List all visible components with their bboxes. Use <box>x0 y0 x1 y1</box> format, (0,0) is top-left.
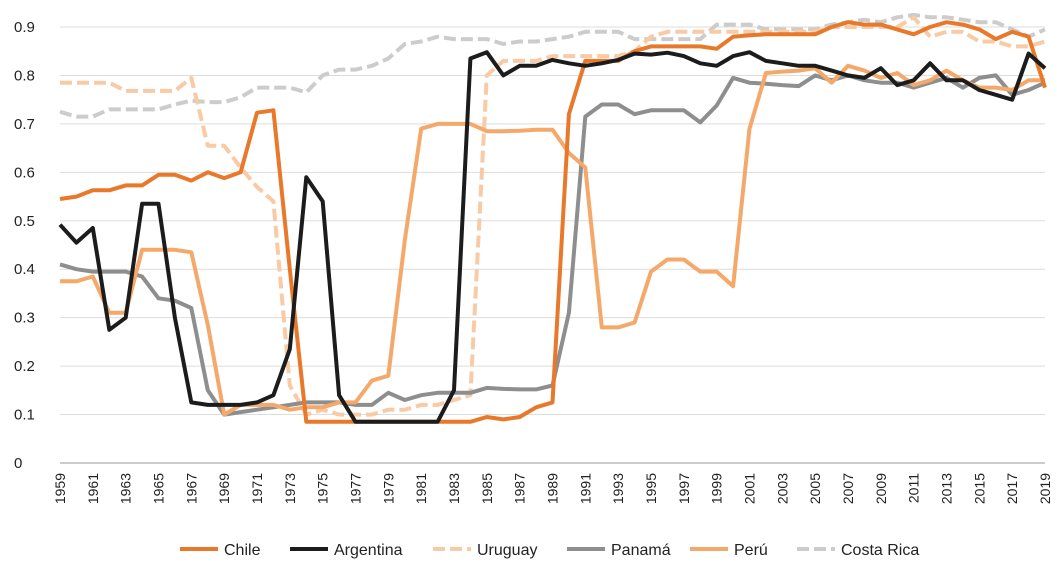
x-tick-label: 2009 <box>873 473 889 504</box>
x-tick-label: 1989 <box>545 473 561 504</box>
legend-item: Perú <box>690 542 768 559</box>
x-tick-label: 1987 <box>512 473 528 504</box>
series-line-costa-rica <box>59 12 1046 119</box>
x-tick-label: 2017 <box>1004 473 1020 504</box>
x-tick-label: 2003 <box>774 473 790 504</box>
x-tick-label: 1983 <box>446 473 462 504</box>
x-tick-label: 1973 <box>282 473 298 504</box>
legend-item: Argentina <box>290 542 403 559</box>
legend-label: Uruguay <box>477 542 537 559</box>
y-tick-label: 0.6 <box>14 164 35 181</box>
legend-label: Chile <box>224 542 261 559</box>
x-tick-label: 1977 <box>348 473 364 504</box>
legend-label: Costa Rica <box>841 542 919 559</box>
series-lines <box>58 12 1047 424</box>
y-tick-label: 0.3 <box>14 310 35 327</box>
x-tick-label: 2019 <box>1037 473 1053 504</box>
x-tick-label: 2005 <box>807 473 823 504</box>
y-tick-label: 0.5 <box>14 213 35 230</box>
legend-item: Uruguay <box>433 542 537 559</box>
y-axis-ticks: 0 0.1 0.2 0.3 0.4 0.5 0.6 0.7 0.8 0.9 <box>14 19 35 472</box>
x-tick-label: 1961 <box>85 473 101 504</box>
series-line-panam <box>59 73 1046 417</box>
x-tick-label: 1991 <box>577 473 593 504</box>
x-tick-label: 1965 <box>151 473 167 504</box>
x-tick-label: 1967 <box>183 473 199 504</box>
y-tick-label: 0.8 <box>14 67 35 84</box>
series-line-per <box>60 63 1045 417</box>
x-tick-label: 2011 <box>906 473 922 503</box>
y-tick-label: 0.1 <box>14 407 35 424</box>
x-tick-label: 2001 <box>742 473 758 504</box>
legend-item: Chile <box>180 542 261 559</box>
y-tick-label: 0.7 <box>14 116 35 133</box>
x-tick-label: 1981 <box>413 473 429 504</box>
x-tick-label: 1975 <box>315 473 331 504</box>
x-tick-label: 1979 <box>380 473 396 504</box>
legend-item: Costa Rica <box>797 542 919 559</box>
x-tick-label: 2013 <box>939 473 955 504</box>
x-tick-label: 2015 <box>971 473 987 504</box>
legend: Chile Argentina Uruguay Panamá Perú Costa Ric… <box>180 542 919 559</box>
y-tick-label: 0.9 <box>14 19 35 36</box>
series-line-argentina <box>58 50 1047 424</box>
legend-label: Panamá <box>611 542 671 559</box>
series-line-chile <box>59 20 1047 424</box>
legend-label: Perú <box>734 542 768 559</box>
x-tick-label: 1959 <box>52 473 68 504</box>
x-tick-label: 1997 <box>676 473 692 504</box>
legend-item: Panamá <box>567 542 671 559</box>
x-tick-label: 1999 <box>709 473 725 504</box>
x-tick-label: 2007 <box>840 473 856 504</box>
x-tick-label: 1993 <box>610 473 626 504</box>
y-tick-label: 0 <box>14 455 22 472</box>
y-tick-label: 0.4 <box>14 261 35 278</box>
y-tick-label: 0.2 <box>14 358 35 375</box>
legend-label: Argentina <box>334 542 403 559</box>
series-line-uruguay <box>60 15 1046 417</box>
x-tick-label: 1969 <box>216 473 232 504</box>
x-axis-ticks: 1959 1961 1963 1965 1967 1969 1971 1973 1975 1977… <box>52 473 1053 504</box>
x-tick-label: 1971 <box>249 473 265 504</box>
x-tick-label: 1995 <box>643 473 659 504</box>
x-tick-label: 1963 <box>118 473 134 504</box>
x-tick-label: 1985 <box>479 473 495 504</box>
